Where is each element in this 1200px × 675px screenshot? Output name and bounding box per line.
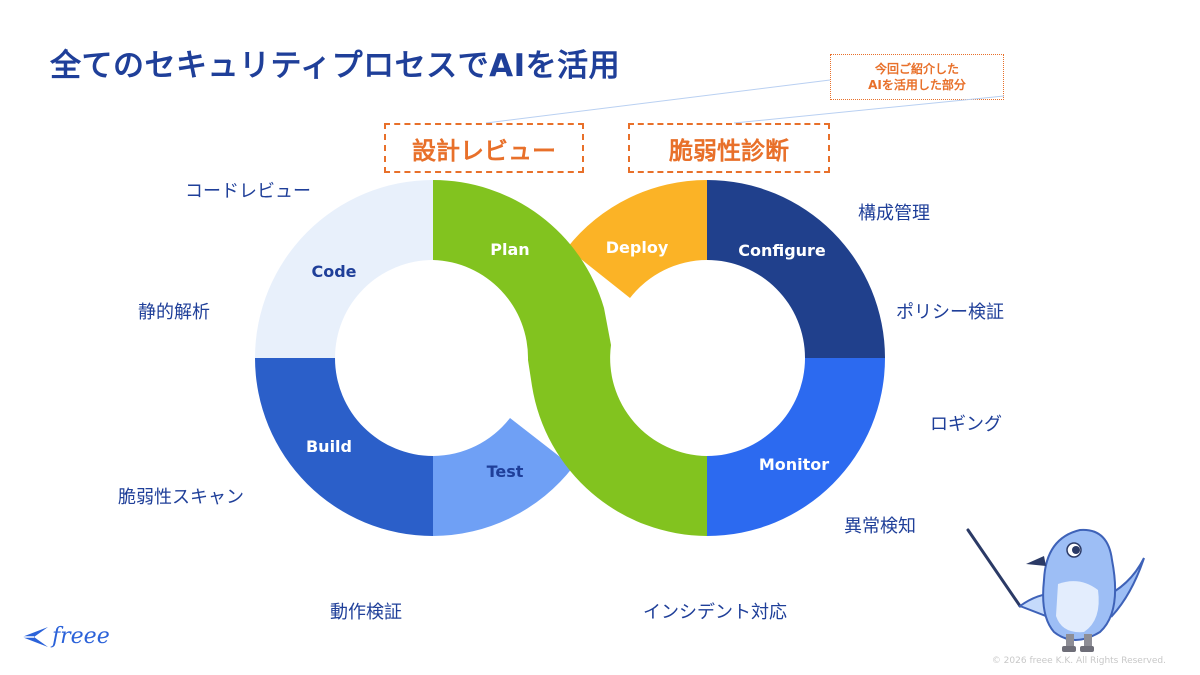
activity-anomaly-detection: 異常検知 [844,516,916,537]
callout-line-2: AIを活用した部分 [868,78,966,92]
segment-plan-label: Plan [490,240,529,259]
segment-monitor-arc [707,358,885,536]
activity-logging: ロギング [930,414,1002,435]
segment-configure-label: Configure [738,241,826,260]
activity-policy-verification: ポリシー検証 [896,302,1004,323]
segment-test-label: Test [487,462,524,481]
activity-code-review: コードレビュー [185,181,311,202]
copyright-notice: © 2026 freee K.K. All Rights Reserved. [991,656,1166,666]
ai-callout-box: 今回ご紹介した AIを活用した部分 [830,54,1004,100]
segment-build-arc [255,358,433,536]
segment-monitor-label: Monitor [759,455,829,474]
segment-deploy-label: Deploy [606,238,669,257]
segment-plan-band [433,179,707,536]
callout-line-1: 今回ご紹介した [874,62,959,76]
segment-build-label: Build [306,437,352,456]
callout-connector-line [733,95,1005,124]
segment-configure-arc [707,180,885,358]
segment-deploy-arc [567,179,707,298]
activity-static-analysis: 静的解析 [138,302,210,323]
activity-functional-test: 動作検証 [330,602,402,623]
segment-test-arc [433,418,573,536]
highlight-vulnerability-assessment: 脆弱性診断 [628,123,830,173]
freee-logo-text: freee [52,623,110,649]
callout-connector-line [485,79,831,124]
activity-vuln-scan: 脆弱性スキャン [118,487,244,508]
segment-code-label: Code [311,262,356,281]
freee-logo: freee [20,618,110,654]
activity-incident-response: インシデント対応 [643,602,787,623]
page-title: 全てのセキュリティプロセスでAIを活用 [50,48,621,84]
bird-mascot-with-pointer-icon [966,528,1145,652]
highlight-design-review: 設計レビュー [384,123,584,173]
activity-config-management: 構成管理 [858,203,930,224]
segment-code-arc [255,180,433,358]
freee-bird-logo-icon [22,627,48,647]
